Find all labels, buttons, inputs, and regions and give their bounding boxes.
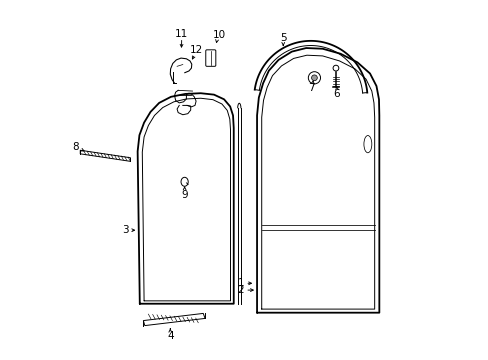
Text: 3: 3 [122, 225, 128, 235]
Text: 10: 10 [212, 30, 225, 40]
Circle shape [311, 75, 317, 81]
Text: 1: 1 [237, 278, 244, 288]
Text: 2: 2 [237, 285, 244, 295]
Text: 4: 4 [166, 331, 173, 341]
Text: 6: 6 [333, 89, 340, 99]
Text: 11: 11 [175, 29, 188, 39]
Text: 7: 7 [308, 83, 315, 93]
Text: 9: 9 [181, 190, 187, 200]
Text: 8: 8 [73, 142, 79, 152]
Text: 12: 12 [189, 45, 203, 55]
Text: 5: 5 [279, 33, 286, 43]
